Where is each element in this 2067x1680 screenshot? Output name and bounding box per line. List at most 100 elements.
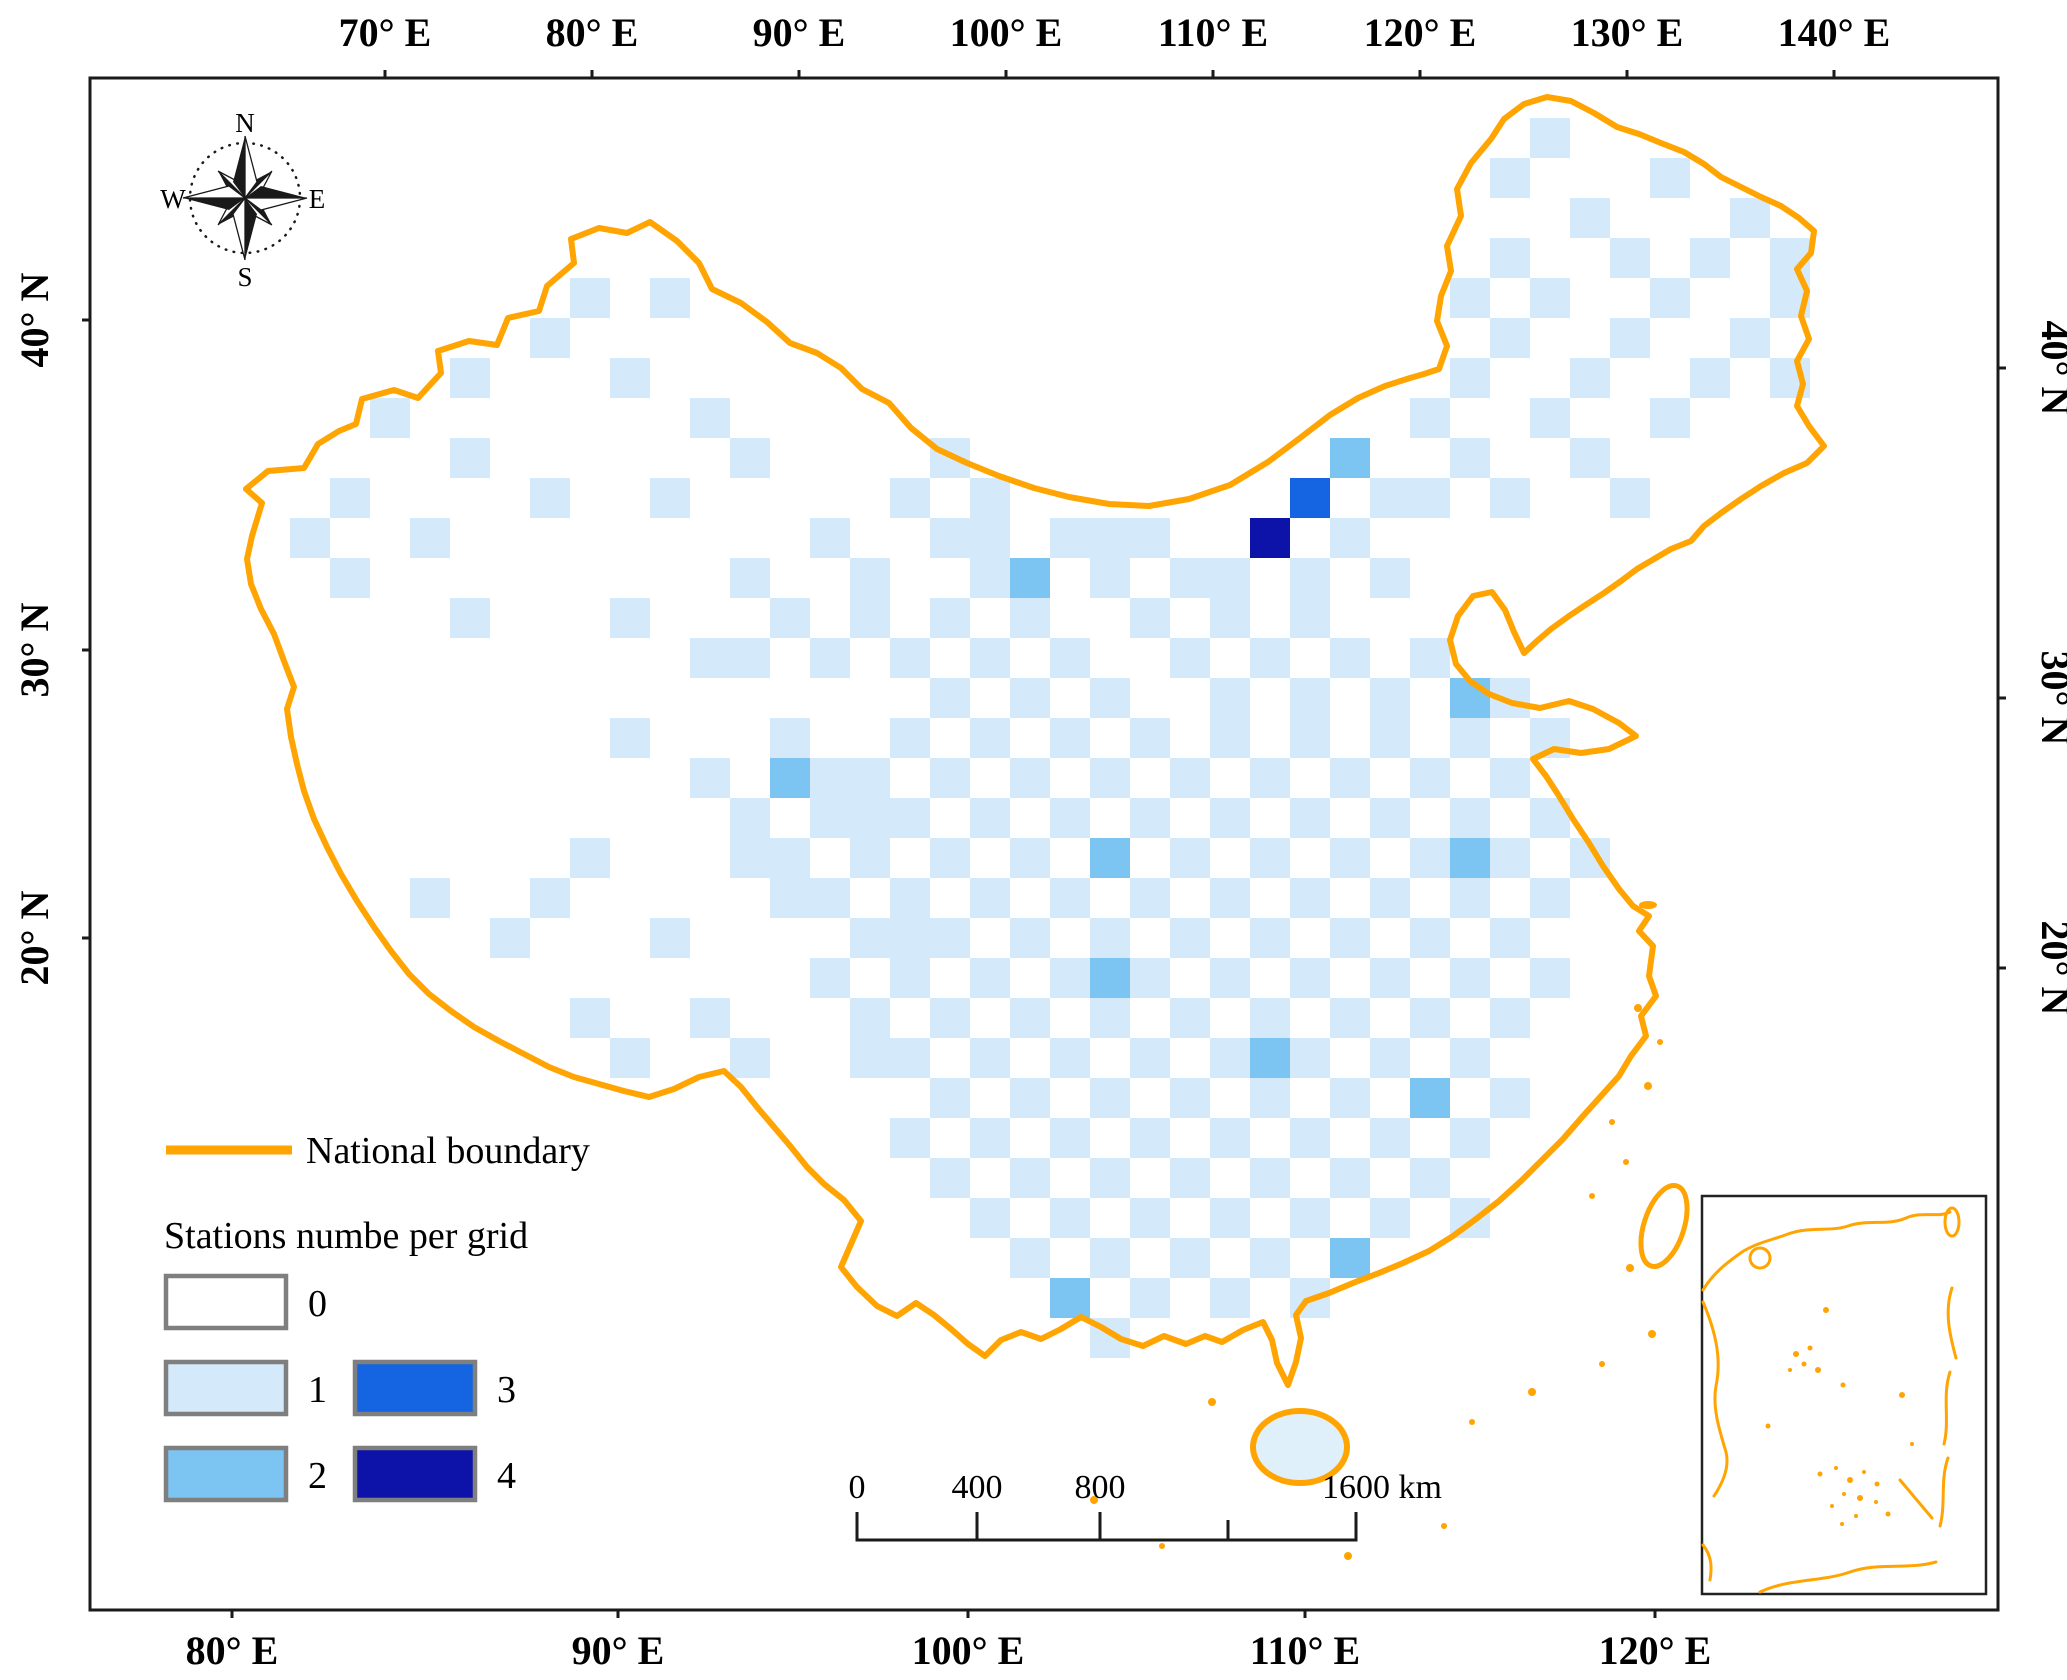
grid-cell <box>1250 1038 1290 1078</box>
axis-labels-left: 40° N 30° N 20° N <box>12 272 57 985</box>
axis-label: 20° N <box>2033 921 2067 1016</box>
grid-cell <box>930 1078 970 1118</box>
grid-cell <box>1530 398 1570 438</box>
grid-cell <box>730 838 770 878</box>
grid-cell <box>970 798 1010 838</box>
national-boundary-line <box>243 94 1827 1388</box>
coastal-islands <box>1090 901 1663 1560</box>
axis-label: 110° E <box>1250 1628 1360 1673</box>
grid-cell <box>1650 158 1690 198</box>
grid-cell <box>1210 1278 1250 1318</box>
scale-bar-ticks <box>855 1512 1358 1542</box>
grid-cell <box>1250 1078 1290 1118</box>
grid-cell <box>850 1038 890 1078</box>
grid-cell <box>1610 478 1650 518</box>
grid-cell <box>1410 638 1450 678</box>
compass-letter-w: W <box>160 184 186 214</box>
compass-letter-n: N <box>235 108 255 138</box>
grid-cell <box>1410 918 1450 958</box>
grid-cell <box>1250 758 1290 798</box>
grid-cell <box>890 918 930 958</box>
grid-cell <box>1490 318 1530 358</box>
grid-cell <box>1370 1118 1410 1158</box>
grid-cell <box>490 918 530 958</box>
grid-cell <box>970 958 1010 998</box>
legend-label-3: 3 <box>497 1369 516 1411</box>
grid-cell <box>890 478 930 518</box>
grid-cell <box>1730 198 1770 238</box>
grid-cell <box>1530 118 1570 158</box>
grid-cell <box>1490 998 1530 1038</box>
grid-cell <box>970 518 1010 558</box>
grid-cell <box>730 438 770 478</box>
grid-cell <box>850 758 890 798</box>
axis-label: 90° E <box>753 10 846 55</box>
grid-cell <box>1610 238 1650 278</box>
grid-cell <box>1210 558 1250 598</box>
grid-cell <box>850 838 890 878</box>
grid-cell <box>1690 238 1730 278</box>
grid-cell <box>410 878 450 918</box>
axis-ticks <box>82 70 2006 1618</box>
grid-cell <box>1010 1158 1050 1198</box>
grid-cell <box>330 558 370 598</box>
grid-cell <box>1010 838 1050 878</box>
grid-cell <box>1130 958 1170 998</box>
axis-label: 30° N <box>2033 651 2067 746</box>
grid-cell <box>1130 1198 1170 1238</box>
grid-cell <box>1130 1038 1170 1078</box>
grid-cell <box>1050 718 1090 758</box>
grid-cell <box>530 878 570 918</box>
axis-label: 100° E <box>950 10 1063 55</box>
grid-cell <box>610 718 650 758</box>
grid-cell <box>530 318 570 358</box>
grid-cell <box>1090 838 1130 878</box>
grid-cell <box>1490 838 1530 878</box>
grid-cell <box>1210 718 1250 758</box>
grid-cell <box>970 1038 1010 1078</box>
axis-label: 120° E <box>1364 10 1477 55</box>
grid-cell <box>1090 1238 1130 1278</box>
grid-cell <box>1130 878 1170 918</box>
grid-cell <box>1530 878 1570 918</box>
grid-cell <box>850 598 890 638</box>
legend-label-4: 4 <box>497 1455 516 1497</box>
legend-stations-title: Stations numbe per grid <box>164 1215 528 1257</box>
grid-cell <box>850 798 890 838</box>
grid-cell <box>1370 1038 1410 1078</box>
grid-cell <box>1090 918 1130 958</box>
grid-cell <box>930 518 970 558</box>
grid-cell <box>1450 718 1490 758</box>
axis-labels-bottom: 80° E 90° E 100° E 110° E 120° E <box>186 1628 1712 1673</box>
grid-cell <box>1130 798 1170 838</box>
grid-cell <box>810 878 850 918</box>
grid-cell <box>530 478 570 518</box>
grid-cell <box>1250 1238 1290 1278</box>
grid-cell <box>1410 478 1450 518</box>
grid-cell <box>850 558 890 598</box>
grid-cell <box>1450 798 1490 838</box>
grid-cell <box>730 638 770 678</box>
grid-cell <box>1450 958 1490 998</box>
grid-cell <box>1330 518 1370 558</box>
grid-cell <box>1330 838 1370 878</box>
legend-swatch-3 <box>352 1359 478 1417</box>
grid-cell <box>1450 678 1490 718</box>
grid-cell <box>1010 678 1050 718</box>
grid-cell <box>650 478 690 518</box>
grid-cell <box>1490 238 1530 278</box>
grid-cell <box>1010 1078 1050 1118</box>
grid-cell <box>730 1038 770 1078</box>
compass-letter-e: E <box>309 184 326 214</box>
grid-cell <box>930 918 970 958</box>
grid-cell <box>1090 678 1130 718</box>
grid-cell <box>1730 318 1770 358</box>
grid-cell <box>570 998 610 1038</box>
axis-label: 140° E <box>1778 10 1891 55</box>
grid-cell <box>970 1118 1010 1158</box>
grid-cell <box>890 958 930 998</box>
grid-cell <box>1370 798 1410 838</box>
grid-cell <box>1370 958 1410 998</box>
scale-label-400: 400 <box>952 1469 1003 1506</box>
grid-cell <box>890 1038 930 1078</box>
